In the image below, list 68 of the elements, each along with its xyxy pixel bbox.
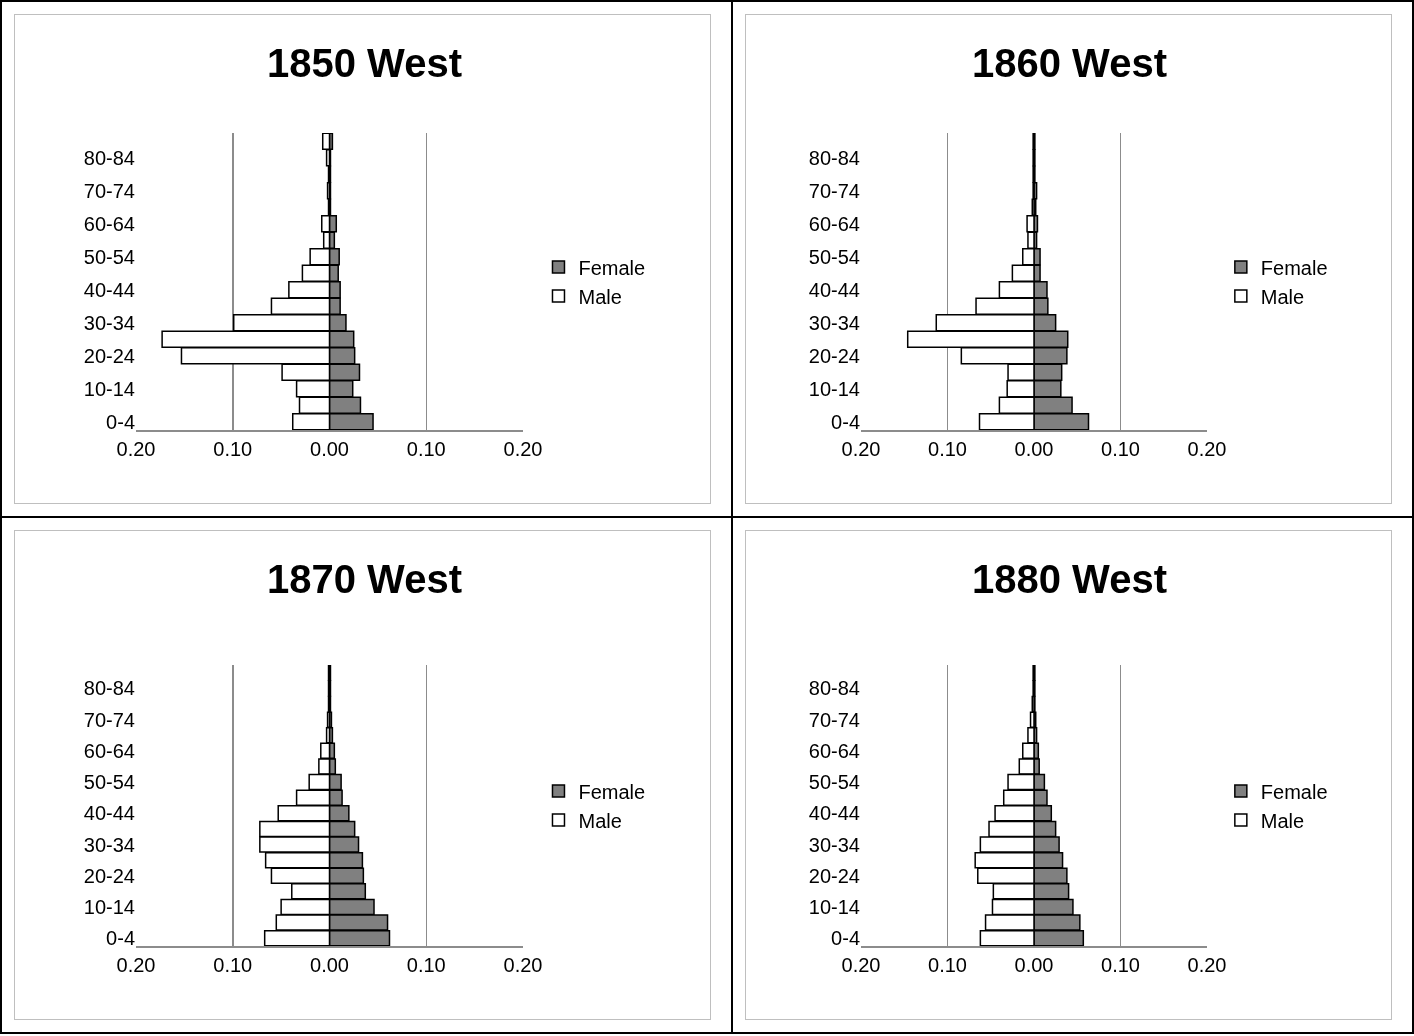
x-tick-label: 0.10 [928,437,967,460]
y-tick-label: 10-14 [83,895,135,918]
x-tick-label: 0.00 [310,437,349,460]
legend-label: Female [1260,256,1328,279]
y-tick-label: 50-54 [808,245,860,268]
y-tick-label: 30-34 [808,311,860,334]
x-tick-label: 0.20 [1187,437,1227,460]
y-tick-label: 40-44 [83,802,135,825]
x-tick-label: 0.10 [928,953,967,976]
x-tick-label: 0.10 [213,437,253,460]
x-tick-label: 0.00 [310,953,349,976]
chart-title: 1880 West [972,557,1167,601]
legend-label: Male [578,809,622,832]
y-tick-label: 30-34 [808,833,860,856]
y-tick-label: 70-74 [83,179,135,202]
y-tick-label: 50-54 [808,771,860,794]
y-tick-label: 40-44 [808,802,860,825]
y-tick-label: 40-44 [83,278,135,301]
x-tick-label: 0.20 [503,953,543,976]
chart-title: 1850 West [267,41,462,85]
y-tick-label: 0-4 [106,927,135,950]
y-tick-label: 20-24 [808,344,860,367]
y-tick-label: 80-84 [83,677,135,700]
x-tick-label: 0.10 [1101,953,1140,976]
legend-label: Female [578,256,646,279]
y-tick-label: 60-64 [808,739,860,762]
legend-label: Male [578,285,622,308]
x-tick-label: 0.10 [406,437,446,460]
x-tick-label: 0.20 [116,437,156,460]
legend-label: Female [1260,780,1328,803]
chart-title: 1870 West [267,557,462,601]
y-tick-label: 40-44 [808,278,860,301]
y-tick-label: 80-84 [808,146,860,169]
y-tick-label: 70-74 [808,708,860,731]
y-tick-label: 60-64 [808,212,860,235]
legend-label: Male [1260,285,1305,308]
y-tick-label: 80-84 [83,146,135,169]
y-tick-label: 10-14 [808,895,860,918]
y-tick-label: 30-34 [83,833,135,856]
x-tick-label: 0.20 [1187,953,1227,976]
y-tick-label: 20-24 [808,864,860,887]
x-tick-label: 0.10 [1101,437,1140,460]
y-tick-label: 50-54 [83,771,135,794]
y-tick-label: 80-84 [808,677,860,700]
legend-label: Female [578,780,646,803]
y-tick-label: 0-4 [831,927,860,950]
y-tick-label: 0-4 [106,410,135,433]
y-tick-label: 70-74 [83,708,135,731]
y-tick-label: 30-34 [83,311,135,334]
y-tick-label: 0-4 [831,410,860,433]
x-tick-label: 0.20 [116,953,156,976]
x-tick-label: 0.00 [1014,437,1054,460]
y-tick-label: 10-14 [808,377,860,400]
chart-title: 1860 West [972,41,1167,85]
x-tick-label: 0.00 [1014,953,1054,976]
y-tick-label: 20-24 [83,344,135,367]
y-tick-label: 70-74 [808,179,860,202]
y-tick-label: 60-64 [83,212,135,235]
x-tick-label: 0.20 [841,953,881,976]
legend-label: Male [1260,809,1305,832]
x-tick-label: 0.20 [841,437,881,460]
y-tick-label: 50-54 [83,245,135,268]
x-tick-label: 0.10 [406,953,446,976]
y-tick-label: 60-64 [83,739,135,762]
x-tick-label: 0.10 [213,953,253,976]
x-tick-label: 0.20 [503,437,543,460]
y-tick-label: 20-24 [83,864,135,887]
y-tick-label: 10-14 [83,377,135,400]
